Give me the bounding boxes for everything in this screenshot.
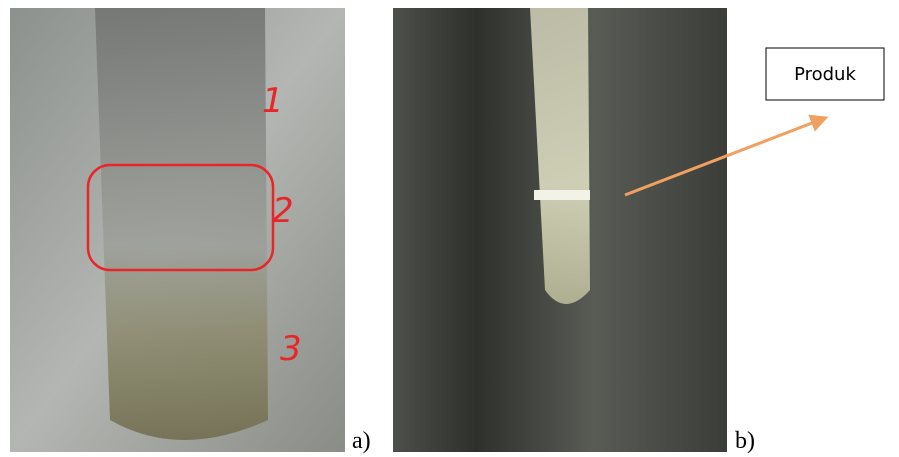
product-layer: [534, 190, 590, 200]
panel-b: b) Produk: [393, 8, 884, 454]
annotation: 3: [280, 329, 302, 369]
annotation: 1: [262, 81, 284, 121]
annotation: 2: [272, 191, 294, 231]
figure: 1 2 3 a) b) Produk: [0, 0, 899, 457]
panel-a: 1 2 3 a): [10, 8, 371, 454]
panel-label: b): [735, 428, 755, 454]
panel-label: a): [352, 428, 371, 454]
tube: [95, 8, 268, 440]
callout-text: Produk: [794, 64, 856, 85]
